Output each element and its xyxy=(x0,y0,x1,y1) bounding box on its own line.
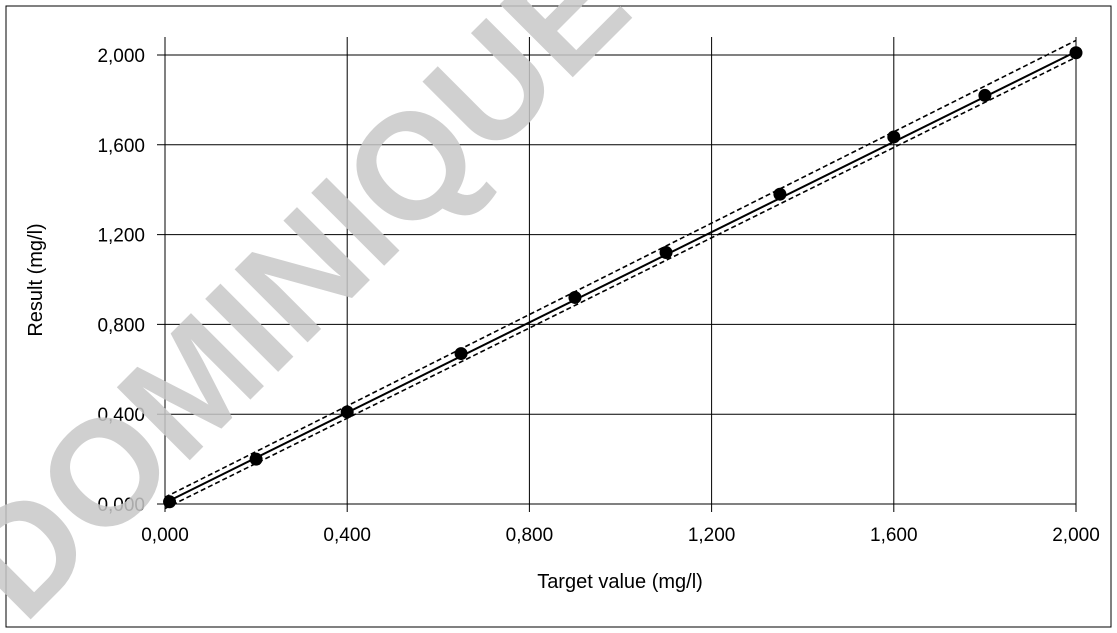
fit-line xyxy=(164,50,1077,504)
x-tick-label: 1,200 xyxy=(688,525,736,546)
x-axis-title: Target value (mg/l) xyxy=(537,571,703,593)
points-layer xyxy=(163,46,1083,509)
upper-bound-line xyxy=(164,39,1077,498)
y-tick-label: 0,400 xyxy=(97,405,145,426)
y-tick-label: 1,200 xyxy=(97,226,145,247)
x-tick-label: 0,000 xyxy=(141,525,189,546)
data-point xyxy=(773,187,787,201)
data-point xyxy=(887,130,901,144)
data-point xyxy=(568,290,582,304)
data-point xyxy=(659,246,673,260)
grid-layer xyxy=(157,37,1077,512)
y-axis-title: Result (mg/l) xyxy=(25,223,47,336)
y-tick-label: 0,800 xyxy=(97,315,145,336)
ticks-layer: 0,000 0,400 0,800 1,200 1,600 2,000 0,000 0,400… xyxy=(97,46,1099,546)
data-point xyxy=(1069,46,1083,60)
x-tick-label: 0,800 xyxy=(506,525,554,546)
data-point xyxy=(249,452,263,466)
data-point xyxy=(454,347,468,361)
data-point xyxy=(978,88,992,102)
y-tick-label: 1,600 xyxy=(97,136,145,157)
y-tick-label: 0,000 xyxy=(97,495,145,516)
x-tick-label: 2,000 xyxy=(1052,525,1100,546)
chart-frame xyxy=(5,5,1112,628)
lines-layer xyxy=(164,39,1077,510)
data-point xyxy=(340,405,354,419)
lower-bound-line xyxy=(164,56,1077,510)
x-tick-label: 1,600 xyxy=(870,525,918,546)
y-tick-label: 2,000 xyxy=(97,46,145,67)
data-point xyxy=(163,495,177,509)
x-tick-label: 0,400 xyxy=(323,525,371,546)
